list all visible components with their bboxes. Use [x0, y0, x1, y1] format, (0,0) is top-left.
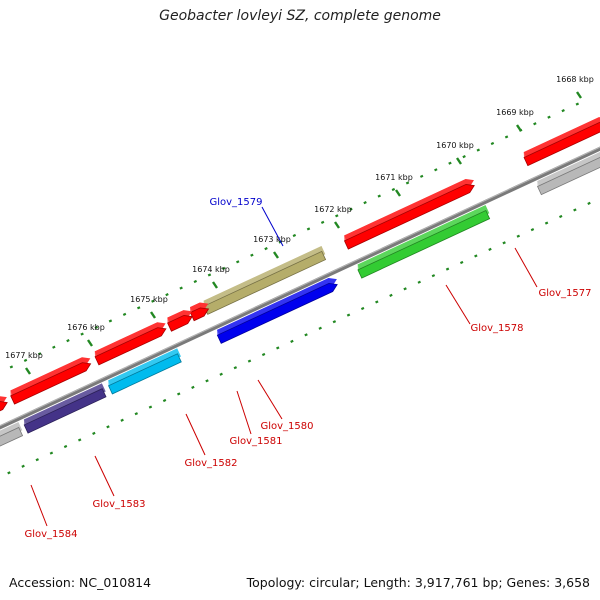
gene-glov_1579[interactable]: Glov_1579: [203, 197, 338, 344]
gene-arrow: [0, 396, 8, 412]
map-title: Geobacter lovleyi SZ, complete genome: [159, 8, 441, 24]
gene-arrow: [167, 310, 193, 332]
gene-glov_1581[interactable]: Glov_1581: [167, 310, 283, 447]
tick-label: 1671 kbp: [375, 173, 413, 182]
tick-label: 1673 kbp: [253, 235, 291, 244]
major-tick-mark: [576, 91, 582, 99]
major-tick-mark: [273, 251, 279, 259]
tick-label: 1675 kbp: [130, 295, 168, 304]
gene-glov_1577[interactable]: Glov_1577: [514, 117, 600, 299]
gene-label-leader: [236, 390, 252, 435]
gene-label-leader: [30, 484, 48, 527]
tick-label: 1674 kbp: [192, 265, 230, 274]
gene-arrow: [203, 246, 327, 315]
gene-label[interactable]: Glov_1584: [24, 529, 77, 540]
major-tick-mark: [212, 281, 218, 289]
tick-row-upper: [9, 102, 580, 369]
major-tick-mark: [87, 339, 93, 347]
major-tick-mark: [25, 367, 31, 375]
gene-label-leader: [445, 284, 471, 325]
accession-text: Accession: NC_010814: [9, 575, 152, 590]
gene-glov_1578[interactable]: Glov_1578: [343, 179, 524, 334]
major-tick-mark: [395, 189, 401, 197]
gene-feature-bar: [216, 278, 338, 344]
gene-glov_1582[interactable]: Glov_1582: [94, 322, 238, 469]
gene-label-leader: [94, 455, 115, 497]
gene-feature-bar: [357, 205, 491, 279]
gene-arrow: [523, 117, 600, 167]
gene-label-leader: [514, 247, 538, 288]
gene-arrow: [94, 322, 167, 366]
tick-row-lower: [7, 201, 591, 475]
gene-feature-bar: [108, 348, 182, 395]
gene-glov_1580[interactable]: Glov_1580: [189, 302, 314, 432]
gene-label-leader: [185, 413, 206, 456]
tick-label: 1669 kbp: [496, 108, 534, 117]
gene-label-leader: [257, 379, 283, 420]
gene-arrow: [343, 179, 475, 250]
genome-backbone-highlight: [0, 146, 600, 427]
gene-arrow: [10, 357, 92, 405]
gene-arrow: [189, 302, 210, 322]
major-tick-mark: [334, 221, 340, 229]
genome-summary-text: Topology: circular; Length: 3,917,761 bp…: [246, 575, 590, 590]
gene-glov_1584[interactable]: Glov_1584: [0, 396, 78, 540]
tick-label: 1668 kbp: [556, 75, 594, 84]
gene-label[interactable]: Glov_1578: [470, 323, 523, 334]
gene-label[interactable]: Glov_1580: [260, 421, 313, 432]
gene-feature-bar: [0, 422, 24, 447]
tick-label: 1670 kbp: [436, 141, 474, 150]
tick-label: 1672 kbp: [314, 205, 352, 214]
gene-feature-bar: [536, 151, 600, 196]
gene-feature-bar: [23, 383, 107, 434]
gene-label-leader: [261, 206, 284, 247]
tick-label: 1677 kbp: [5, 351, 43, 360]
genome-backbone: [0, 146, 600, 430]
major-tick-mark: [516, 124, 522, 132]
tick-label: 1676 kbp: [67, 323, 105, 332]
gene-label[interactable]: Glov_1583: [92, 499, 145, 510]
gene-label[interactable]: Glov_1582: [184, 458, 237, 469]
gene-label[interactable]: Glov_1581: [229, 436, 282, 447]
major-tick-mark: [456, 157, 462, 165]
gene-label[interactable]: Glov_1577: [538, 288, 591, 299]
gene-label[interactable]: Glov_1579: [209, 197, 262, 208]
gene-glov_1583[interactable]: Glov_1583: [10, 357, 146, 510]
major-tick-mark: [150, 311, 156, 319]
